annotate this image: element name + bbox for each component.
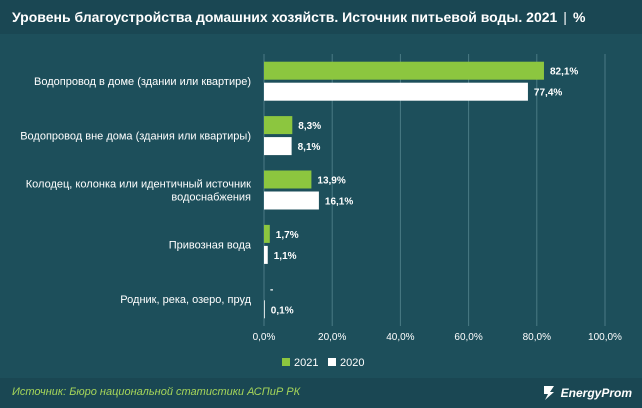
bar-2020 bbox=[264, 137, 292, 156]
data-label: 0,1% bbox=[271, 305, 294, 316]
bar-2020 bbox=[264, 245, 268, 264]
footer: Источник: Бюро национальной статистики А… bbox=[0, 378, 642, 408]
bar-2020 bbox=[264, 82, 528, 101]
energyprom-logo: EnergyProm bbox=[541, 384, 632, 402]
data-label: - bbox=[270, 284, 273, 295]
data-label: 82,1% bbox=[550, 67, 578, 78]
legend-swatch-2020 bbox=[328, 358, 336, 366]
bar-2021 bbox=[264, 116, 293, 135]
bar-2021 bbox=[264, 224, 270, 243]
x-tick-label: 60,0% bbox=[454, 332, 482, 343]
data-label: 13,9% bbox=[317, 176, 345, 187]
legend-label: 2020 bbox=[340, 357, 364, 369]
x-tick-label: 40,0% bbox=[386, 332, 414, 343]
logo-text: EnergyProm bbox=[560, 386, 632, 400]
data-label: 8,3% bbox=[298, 121, 321, 132]
x-tick-label: 0,0% bbox=[253, 332, 276, 343]
category-label: Колодец, колонка или идентичный источник bbox=[26, 179, 251, 191]
category-label: водоснабжения bbox=[171, 192, 251, 204]
title-unit: % bbox=[572, 9, 586, 25]
x-tick-label: 80,0% bbox=[523, 332, 551, 343]
data-label: 8,1% bbox=[298, 142, 321, 153]
legend-label: 2021 bbox=[294, 357, 318, 369]
bar-chart: 0,0% 20,0% 40,0% 60,0% 80,0% 100,0% 82,1% 77,4%… bbox=[20, 54, 622, 369]
chart-title: Уровень благоустройства домашних хозяйст… bbox=[12, 9, 558, 25]
x-tick-label: 20,0% bbox=[318, 332, 346, 343]
source-note: Источник: Бюро национальной статистики А… bbox=[12, 386, 301, 398]
data-label: 1,7% bbox=[276, 230, 299, 241]
title-separator: | bbox=[563, 9, 567, 25]
lightning-icon bbox=[543, 386, 554, 400]
category-label: Водопровод в доме (здании или квартире) bbox=[34, 76, 251, 88]
chart-title-bar: Уровень благоустройства домашних хозяйст… bbox=[0, 0, 642, 34]
bar-2020 bbox=[264, 300, 265, 319]
legend-swatch-2021 bbox=[282, 358, 290, 366]
bar-2020 bbox=[264, 191, 319, 210]
data-label: 16,1% bbox=[325, 197, 353, 208]
bar-2021 bbox=[264, 170, 312, 189]
x-tick-label: 100,0% bbox=[588, 332, 622, 343]
bar-2021 bbox=[264, 61, 544, 80]
data-label: 77,4% bbox=[534, 88, 562, 99]
category-label: Водопровод вне дома (здания или квартиры… bbox=[20, 131, 251, 143]
data-label: 1,1% bbox=[274, 251, 297, 262]
category-label: Привозная вода bbox=[169, 239, 252, 251]
category-label: Родник, река, озеро, пруд bbox=[120, 294, 251, 306]
